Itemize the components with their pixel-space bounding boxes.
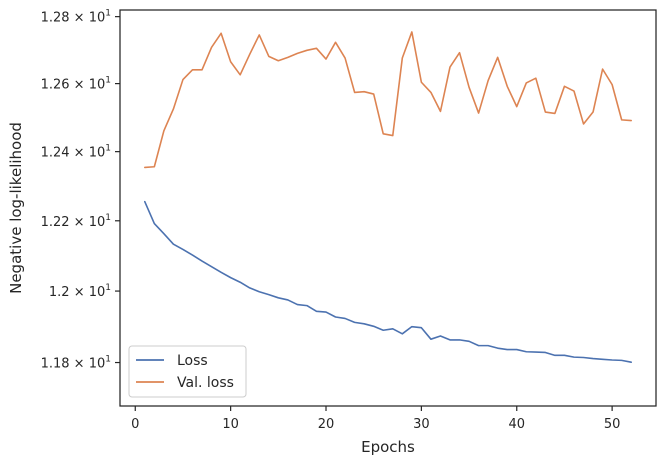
x-tick-label: 50 — [604, 417, 621, 432]
y-tick-label: 1.2 × 101 — [49, 283, 111, 300]
legend: Loss Val. loss — [128, 345, 247, 398]
legend-label: Val. loss — [177, 375, 234, 391]
x-tick-label: 40 — [508, 417, 525, 432]
x-axis-title: Epochs — [361, 438, 415, 456]
y-tick-label: 1.18 × 101 — [41, 355, 111, 372]
legend-label: Loss — [177, 353, 208, 369]
tick-layer: 0 10 20 30 40 50 1.18 × 101 1.2 × 101 1.22 × 101… — [41, 9, 621, 432]
y-tick-label: 1.22 × 101 — [41, 213, 111, 230]
legend-items: Loss Val. loss — [136, 353, 234, 391]
x-tick-label: 30 — [413, 417, 430, 432]
y-tick-label: 1.24 × 101 — [41, 144, 111, 161]
legend-box — [128, 345, 247, 398]
x-tick-label: 10 — [222, 417, 239, 432]
y-tick-label: 1.26 × 101 — [41, 76, 111, 93]
plot-frame — [119, 9, 657, 407]
series-line-val-loss — [144, 31, 633, 169]
x-tick-label: 20 — [318, 417, 335, 432]
series-line-loss — [144, 200, 633, 363]
y-tick-label: 1.28 × 101 — [41, 9, 111, 26]
x-tick-label: 0 — [131, 417, 139, 432]
y-axis-title: Negative log-likelihood — [7, 122, 25, 294]
line-layer — [144, 31, 633, 363]
